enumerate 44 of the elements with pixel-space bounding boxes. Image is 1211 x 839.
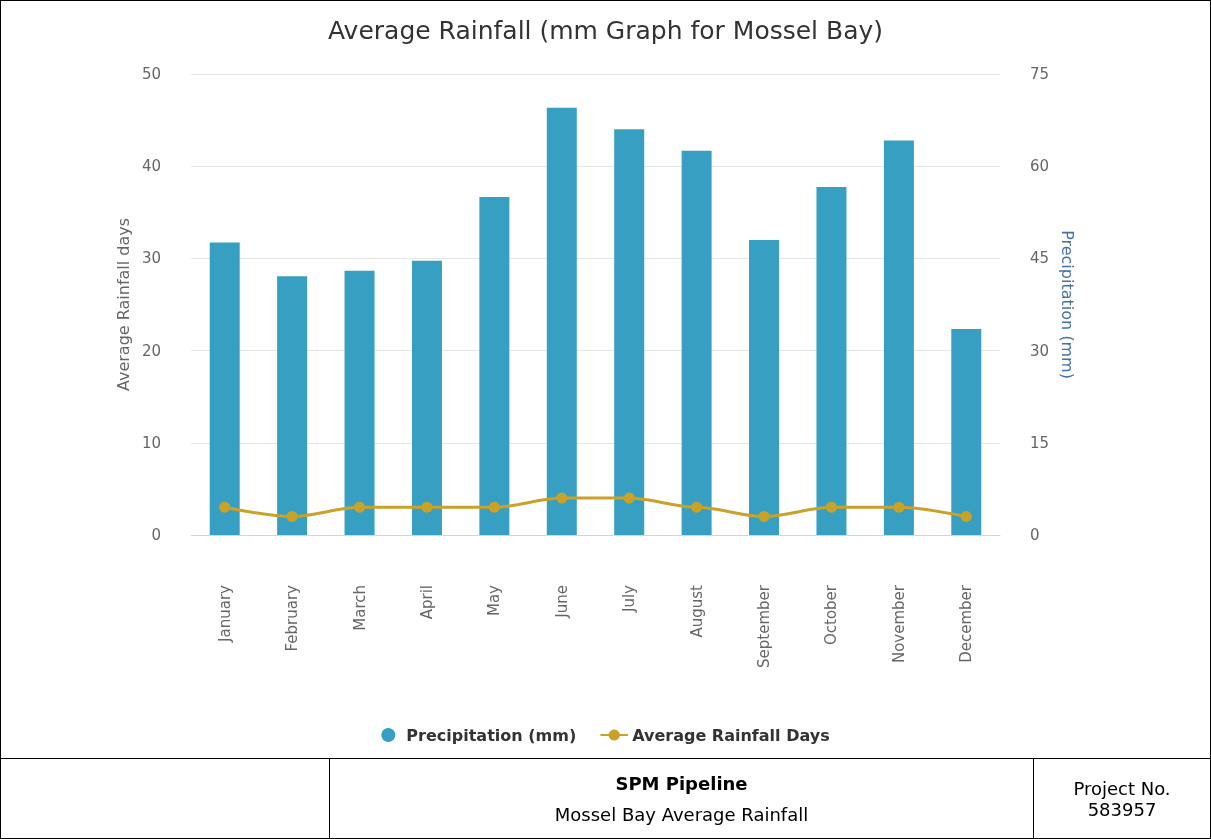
y-tick-label: 30 [141,249,161,268]
x-tick-label: June [552,585,571,619]
bar [277,276,308,535]
y2-axis-title: Precipitation (mm) [1058,230,1078,379]
y2-tick-label: 45 [1030,249,1050,268]
text: Mossel Bay Average Rainfall [554,804,809,825]
y2-tick-label: 0 [1030,526,1040,544]
bar [344,270,375,535]
bar [681,150,712,535]
x-tick-label: January [215,584,234,643]
x-tick-label: December [957,584,976,663]
chart-title: Average Rainfall (mm Graph for Mossel Bay) [327,16,884,45]
x-tick-label: November [889,584,908,664]
y-tick-label: 20 [141,341,161,360]
bar [209,242,240,535]
y2-tick-label: 15 [1030,433,1050,452]
bar [411,260,442,535]
bar [883,140,914,535]
x-tick-label: July [620,584,639,613]
bar [951,329,982,535]
legend-label: Precipitation (mm) [406,725,577,745]
legend-label: Average Rainfall Days [632,725,830,745]
y-tick-label: 50 [141,65,161,83]
x-tick-label: April [417,585,436,620]
bar [546,107,577,535]
x-tick-label: May [485,584,504,617]
y2-tick-label: 60 [1030,157,1050,176]
bar [479,196,510,535]
x-tick-label: February [283,584,302,652]
bar [614,129,645,535]
y2-tick-label: 75 [1030,65,1050,83]
y-tick-label: 0 [151,526,161,544]
y2-tick-label: 30 [1030,341,1050,360]
text: Project No. 583957 [1033,759,1210,839]
y-tick-label: 10 [141,433,161,452]
x-tick-label: October [822,584,841,646]
text: SPM Pipeline [615,773,748,794]
y-tick-label: 40 [141,157,161,176]
bar [749,239,780,535]
bar [816,187,847,535]
x-tick-label: August [687,584,706,638]
x-tick-label: March [350,585,369,631]
y-axis-title: Average Rainfall days [113,217,133,392]
x-tick-label: September [755,584,774,668]
